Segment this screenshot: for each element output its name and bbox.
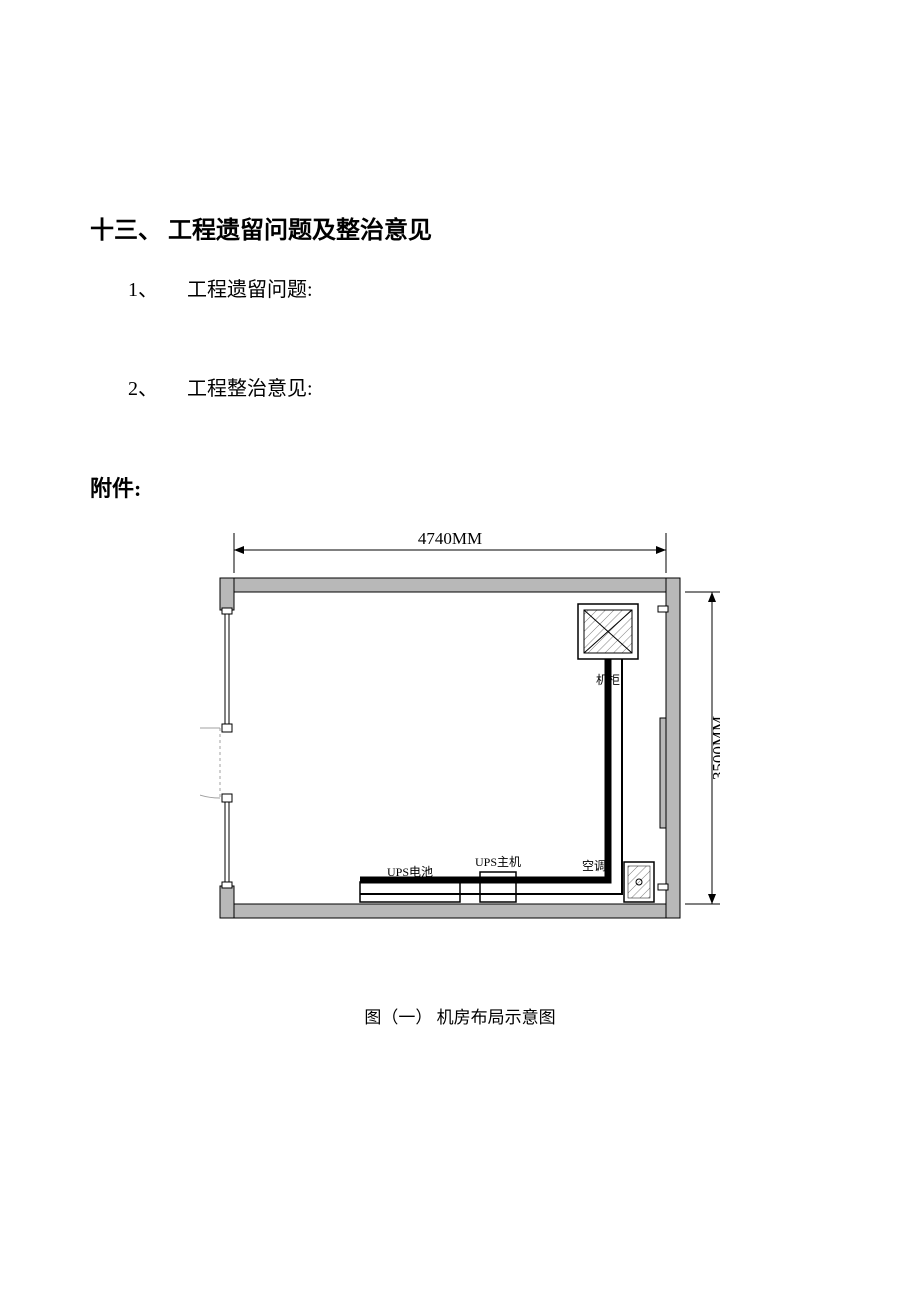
floorplan-diagram: 4740MM3500MM机柜空调UPS主机UPS电池 — [200, 523, 720, 943]
svg-text:UPS主机: UPS主机 — [475, 855, 521, 869]
list-number: 2、 — [128, 378, 158, 400]
list-label: 工程整治意见: — [187, 378, 313, 400]
diagram-caption: 图（一） 机房布局示意图 — [90, 1003, 830, 1028]
list-item: 1、 工程遗留问题: — [128, 273, 830, 302]
svg-text:空调: 空调 — [582, 859, 606, 873]
svg-text:3500MM: 3500MM — [709, 716, 720, 780]
list-item: 2、 工程整治意见: — [128, 372, 830, 401]
svg-text:4740MM: 4740MM — [418, 529, 482, 548]
list-number: 1、 — [128, 279, 158, 301]
section-heading: 十三、 工程遗留问题及整治意见 — [90, 210, 830, 245]
attachment-heading: 附件: — [90, 471, 830, 503]
list-label: 工程遗留问题: — [187, 279, 313, 301]
